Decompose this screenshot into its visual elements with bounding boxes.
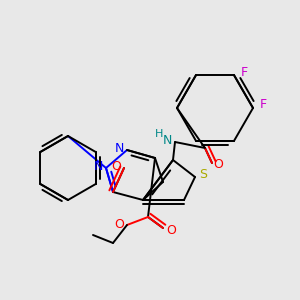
- Text: F: F: [240, 66, 247, 79]
- Text: O: O: [213, 158, 223, 172]
- Text: H: H: [155, 129, 163, 139]
- Text: O: O: [111, 160, 121, 172]
- Text: F: F: [260, 98, 267, 112]
- Text: N: N: [114, 142, 124, 154]
- Text: S: S: [199, 169, 207, 182]
- Text: O: O: [166, 224, 176, 238]
- Text: N: N: [162, 134, 172, 146]
- Text: N: N: [93, 160, 103, 172]
- Text: O: O: [114, 218, 124, 230]
